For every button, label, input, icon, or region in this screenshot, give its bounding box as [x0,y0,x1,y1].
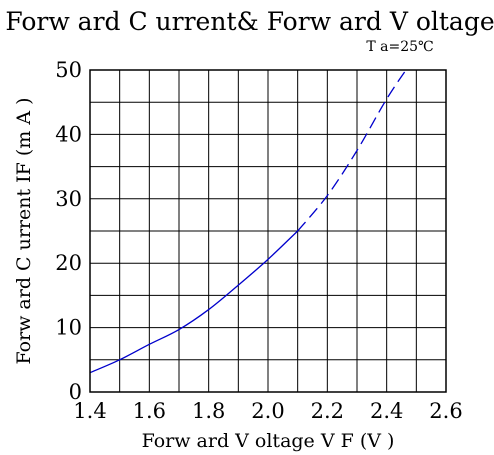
y-tick-label: 10 [55,316,82,340]
x-tick-label: 1.8 [192,399,225,423]
x-axis-label: Forw ard V oltage V F (V ) [142,430,395,452]
x-tick-label: 2.4 [370,399,403,423]
y-tick-labels: 0 10 20 30 40 50 [55,58,82,404]
y-tick-label: 50 [55,58,82,82]
x-tick-labels: 1.4 1.6 1.8 2.0 2.2 2.4 2.6 [73,399,462,423]
grid [90,70,446,392]
series-line-solid [90,230,299,374]
curve-layer [90,70,407,374]
x-tick-label: 2.2 [311,399,344,423]
y-tick-label: 20 [55,251,82,275]
chart-title: Forw ard C urrent& Forw ard V oltage [5,7,494,36]
y-tick-label: 30 [55,187,82,211]
x-tick-label: 1.6 [133,399,166,423]
y-tick-label: 0 [69,380,82,404]
temperature-annotation: T a=25℃ [366,39,433,55]
series-line-dashed [297,70,407,232]
plot-frame [89,69,447,393]
x-tick-label: 2.6 [429,399,462,423]
x-tick-label: 2.0 [251,399,284,423]
x-tick-label: 1.4 [73,399,106,423]
y-axis-label: Forw ard C urrent IF (m A ) [13,97,35,364]
y-tick-label: 40 [55,122,82,146]
